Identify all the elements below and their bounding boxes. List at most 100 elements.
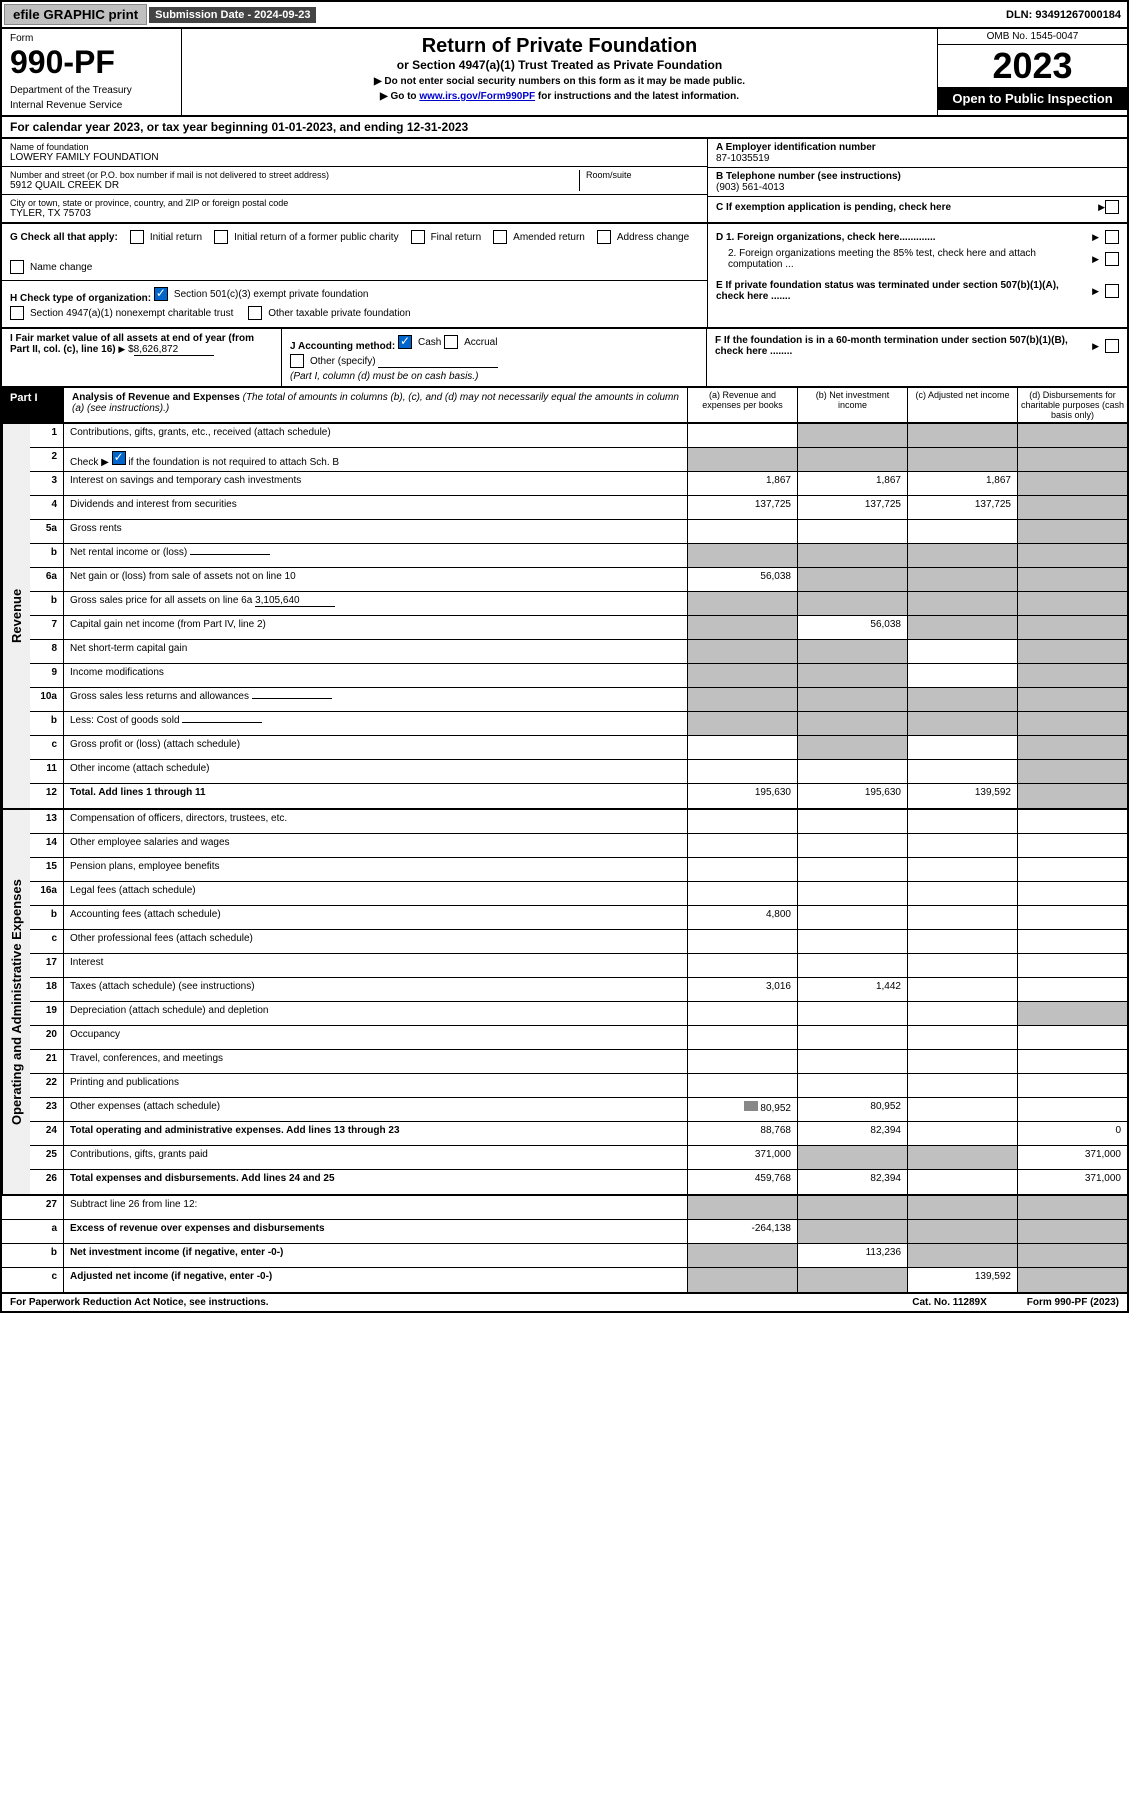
row-num: 11 (30, 760, 64, 783)
h-opt1: Section 501(c)(3) exempt private foundat… (174, 289, 369, 300)
section-g: G Check all that apply: Initial return I… (2, 224, 707, 281)
revenue-rows: 1Contributions, gifts, grants, etc., rec… (30, 424, 1127, 808)
cell-26c (907, 1170, 1017, 1194)
cell-16bb (797, 906, 907, 929)
cell-20b (797, 1026, 907, 1049)
cell-27ac (907, 1220, 1017, 1243)
f-checkbox[interactable] (1105, 339, 1119, 353)
cell-27bd (1017, 1244, 1127, 1267)
cell-23a: 80,952 (687, 1098, 797, 1121)
e-checkbox[interactable] (1105, 284, 1119, 298)
cell-16cc (907, 930, 1017, 953)
d1-checkbox[interactable] (1105, 230, 1119, 244)
cell-6ad (1017, 568, 1127, 591)
cell-16ab (797, 882, 907, 905)
cell-11c (907, 760, 1017, 783)
j-other-input[interactable] (378, 367, 498, 368)
section-j: J Accounting method: Cash Accrual Other … (282, 329, 707, 386)
g-address-checkbox[interactable] (597, 230, 611, 244)
g-final-checkbox[interactable] (411, 230, 425, 244)
cell-2a (687, 448, 797, 471)
j-cash-checkbox[interactable] (398, 335, 412, 349)
row-desc: Other employee salaries and wages (64, 834, 687, 857)
r5b-input[interactable] (190, 554, 270, 555)
cell-22c (907, 1074, 1017, 1097)
h-other-checkbox[interactable] (248, 306, 262, 320)
form-header: Form 990-PF Department of the Treasury I… (0, 29, 1129, 117)
row-desc: Other income (attach schedule) (64, 760, 687, 783)
arrow-icon (1098, 202, 1105, 213)
j-note: (Part I, column (d) must be on cash basi… (290, 371, 478, 382)
row-num: 12 (30, 784, 64, 808)
section-h: H Check type of organization: Section 50… (2, 281, 707, 327)
irs-link[interactable]: www.irs.gov/Form990PF (419, 91, 535, 102)
schb-checkbox[interactable] (112, 451, 126, 465)
note-link-pre: ▶ Go to (380, 91, 419, 102)
row-desc: Gross rents (64, 520, 687, 543)
row-desc: Income modifications (64, 664, 687, 687)
form-number: 990-PF (10, 44, 173, 81)
r10b-input[interactable] (182, 722, 262, 723)
cell-24b: 82,394 (797, 1122, 907, 1145)
cell-10ac (907, 688, 1017, 711)
cell-6bc (907, 592, 1017, 615)
cell-24a: 88,768 (687, 1122, 797, 1145)
g-initial-checkbox[interactable] (130, 230, 144, 244)
cell-3b: 1,867 (797, 472, 907, 495)
cell-4b: 137,725 (797, 496, 907, 519)
row-desc: Adjusted net income (if negative, enter … (64, 1268, 687, 1292)
efile-print-button[interactable]: efile GRAPHIC print (4, 4, 147, 25)
row-desc: Other expenses (attach schedule) (64, 1098, 687, 1121)
part-i-desc: Analysis of Revenue and Expenses (The to… (64, 388, 687, 422)
r2-pre: Check ▶ (70, 457, 109, 468)
cell-20d (1017, 1026, 1127, 1049)
omb-number: OMB No. 1545-0047 (938, 29, 1127, 45)
r10a-input[interactable] (252, 698, 332, 699)
city-value: TYLER, TX 75703 (10, 208, 699, 219)
part-i-header-row: Part I Analysis of Revenue and Expenses … (0, 388, 1129, 424)
row-desc: Less: Cost of goods sold (64, 712, 687, 735)
row-num: 21 (30, 1050, 64, 1073)
cell-17c (907, 954, 1017, 977)
g-initial-former-checkbox[interactable] (214, 230, 228, 244)
cell-23c (907, 1098, 1017, 1121)
row-desc: Accounting fees (attach schedule) (64, 906, 687, 929)
row-desc: Gross sales price for all assets on line… (64, 592, 687, 615)
d2-checkbox[interactable] (1105, 252, 1119, 266)
open-public-badge: Open to Public Inspection (938, 87, 1127, 110)
identity-block: Name of foundation LOWERY FAMILY FOUNDAT… (0, 139, 1129, 224)
cell-14d (1017, 834, 1127, 857)
row-desc: Gross profit or (loss) (attach schedule) (64, 736, 687, 759)
part-i-title: Analysis of Revenue and Expenses (72, 392, 240, 403)
row-num: 24 (30, 1122, 64, 1145)
h-4947-checkbox[interactable] (10, 306, 24, 320)
room-label: Room/suite (586, 170, 699, 180)
row-num: 1 (30, 424, 64, 447)
g-opt-4: Address change (617, 232, 689, 243)
expenses-side-label: Operating and Administrative Expenses (2, 810, 30, 1194)
foundation-name-cell: Name of foundation LOWERY FAMILY FOUNDAT… (2, 139, 707, 167)
g-name-checkbox[interactable] (10, 260, 24, 274)
cell-27cc: 139,592 (907, 1268, 1017, 1292)
expenses-rows: 13Compensation of officers, directors, t… (30, 810, 1127, 1194)
g-amended-checkbox[interactable] (493, 230, 507, 244)
row-desc: Printing and publications (64, 1074, 687, 1097)
cell-8d (1017, 640, 1127, 663)
cell-21a (687, 1050, 797, 1073)
cell-15d (1017, 858, 1127, 881)
expenses-table: Operating and Administrative Expenses 13… (0, 810, 1129, 1196)
j-accrual-checkbox[interactable] (444, 335, 458, 349)
note-link-post: for instructions and the latest informat… (535, 91, 739, 102)
revenue-side-label: Revenue (2, 424, 30, 808)
g-opt-1: Initial return of a former public charit… (234, 232, 399, 243)
street-address: 5912 QUAIL CREEK DR (10, 180, 579, 191)
attachment-icon[interactable] (744, 1101, 758, 1111)
footer-mid: Cat. No. 11289X (912, 1297, 986, 1308)
h-501c3-checkbox[interactable] (154, 287, 168, 301)
row-desc: Taxes (attach schedule) (see instruction… (64, 978, 687, 1001)
row-num: 14 (30, 834, 64, 857)
j-other-checkbox[interactable] (290, 354, 304, 368)
cell-16ba: 4,800 (687, 906, 797, 929)
city-label: City or town, state or province, country… (10, 198, 699, 208)
c-checkbox[interactable] (1105, 200, 1119, 214)
